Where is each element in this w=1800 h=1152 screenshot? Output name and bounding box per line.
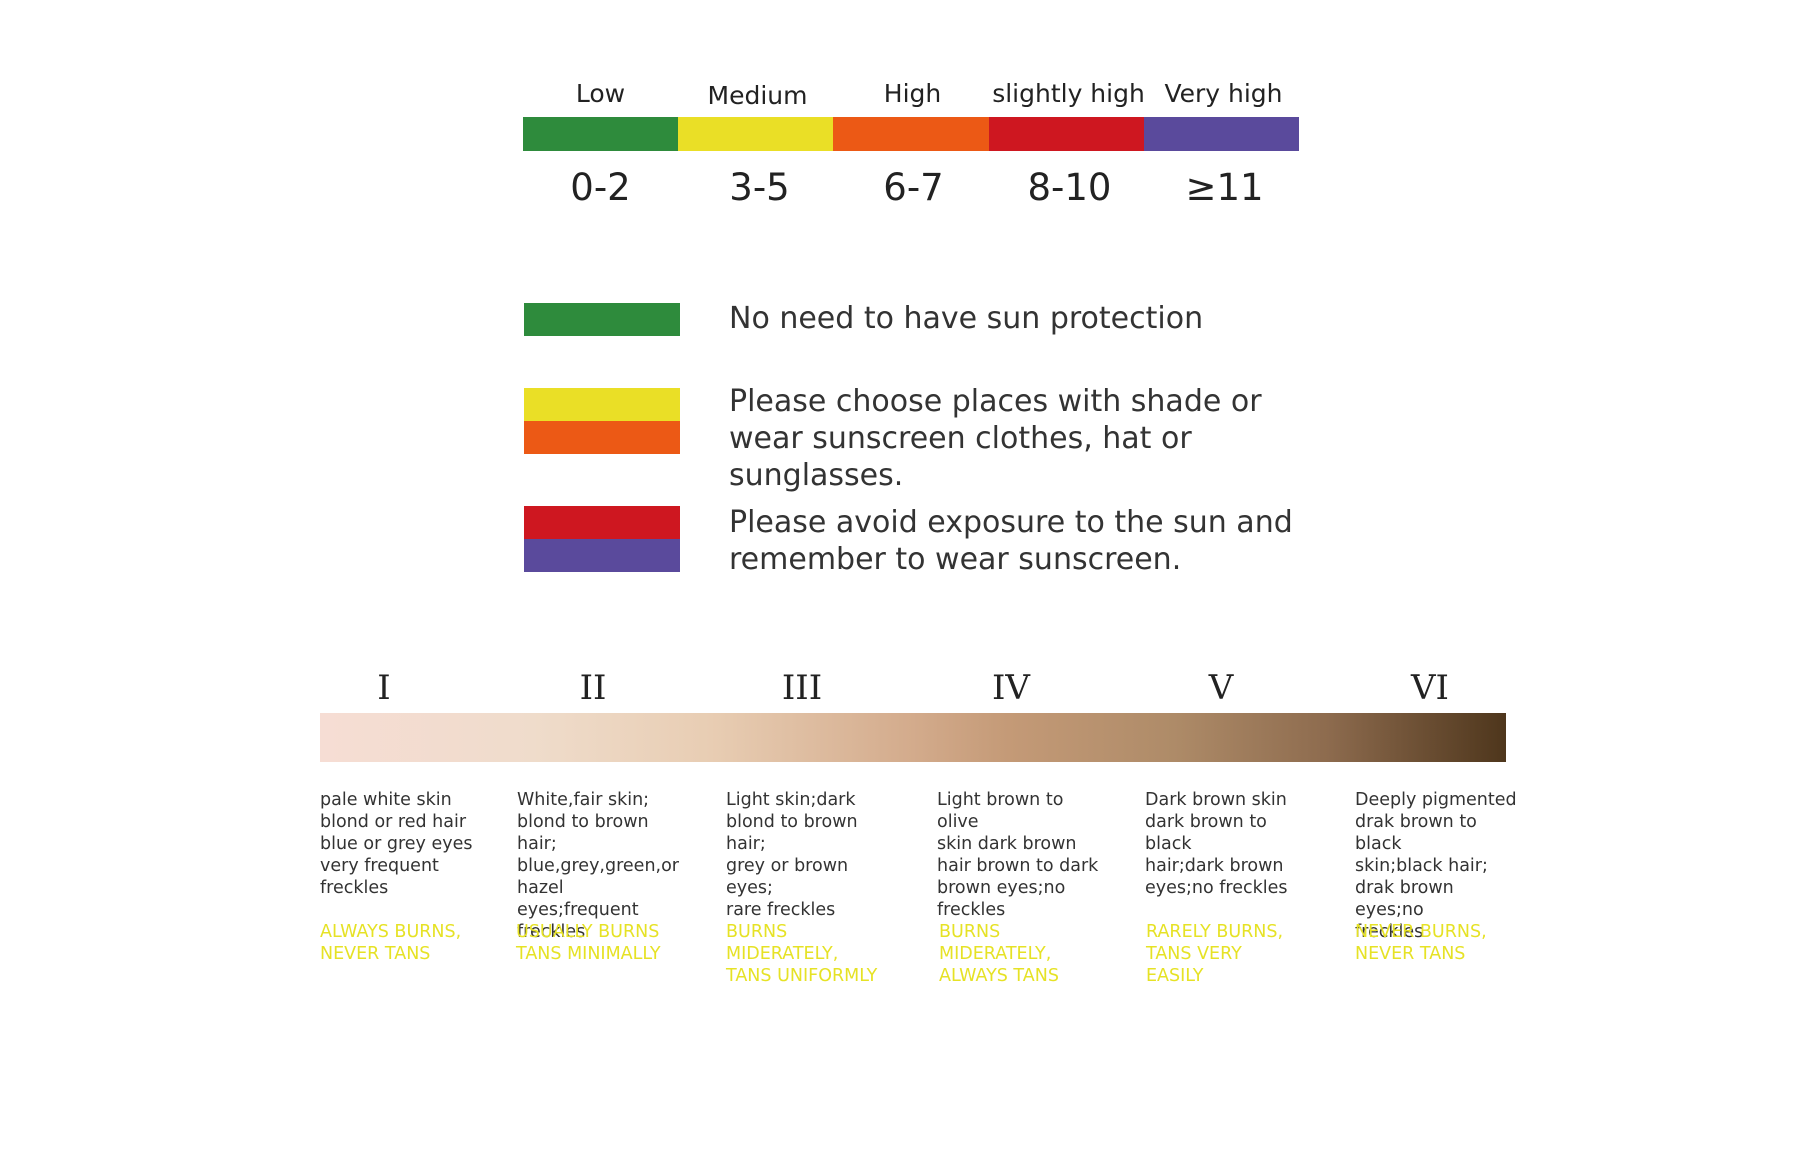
skin-type-numeral: III [781,668,823,708]
skin-type-burn-behavior: ALWAYS BURNS, NEVER TANS [320,922,462,964]
skin-type-description: Light skin;dark blond to brown hair; gre… [726,790,858,920]
skin-tone-gradient [320,713,1506,762]
legend-swatch [524,303,680,336]
skin-type-numeral: I [377,668,391,708]
skin-type-description: Dark brown skin dark brown to black hair… [1145,790,1288,898]
skin-type-description: pale white skin blond or red hair blue o… [320,790,473,898]
swatch-color [524,388,680,421]
legend-swatch [524,506,680,572]
uv-segment-slightly-high [988,117,1144,151]
uv-range: ≥11 [1185,166,1264,209]
skin-type-burn-behavior: NEVER BURNS, NEVER TANS [1355,922,1487,964]
uv-segment-high [833,117,989,151]
legend-text: No need to have sun protection [729,301,1204,336]
uv-range: 8-10 [1027,166,1112,209]
uv-segment-very-high [1143,117,1300,151]
skin-type-numeral: V [1208,668,1234,708]
legend-swatch [524,388,680,454]
swatch-color [524,303,680,336]
uv-range: 0-2 [570,166,631,209]
skin-type-burn-behavior: BURNS MIDERATELY, TANS UNIFORMLY [726,922,878,986]
uv-level-label: slightly high [992,79,1145,108]
uv-level-label: Very high [1164,79,1283,108]
swatch-color [524,421,680,454]
uv-level-label: High [883,79,942,108]
uv-segment-medium [678,117,834,151]
skin-type-numeral: II [579,668,607,708]
skin-type-numeral: VI [1411,668,1449,708]
uv-segment-low [523,117,679,151]
uv-range: 6-7 [883,166,944,209]
skin-type-description: Deeply pigmented drak brown to black ski… [1355,790,1517,942]
skin-type-description: Light brown to olive skin dark brown hai… [937,790,1099,920]
swatch-color [524,506,680,539]
skin-type-burn-behavior: RARELY BURNS, TANS VERY EASILY [1146,922,1284,986]
swatch-color [524,539,680,572]
skin-type-burn-behavior: BURNS MIDERATELY, ALWAYS TANS [939,922,1059,986]
uv-color-bar [523,117,1300,151]
legend-text: Please choose places with shade or wear … [729,384,1262,493]
skin-type-numeral: IV [992,668,1030,708]
uv-level-label: Low [575,79,626,108]
uv-range: 3-5 [729,166,790,209]
skin-type-burn-behavior: USUALLY BURNS TANS MINIMALLY [516,922,661,964]
skin-type-description: White,fair skin; blond to brown hair; bl… [517,790,680,942]
uv-level-label: Medium [707,81,808,110]
legend-text: Please avoid exposure to the sun and rem… [729,505,1293,577]
